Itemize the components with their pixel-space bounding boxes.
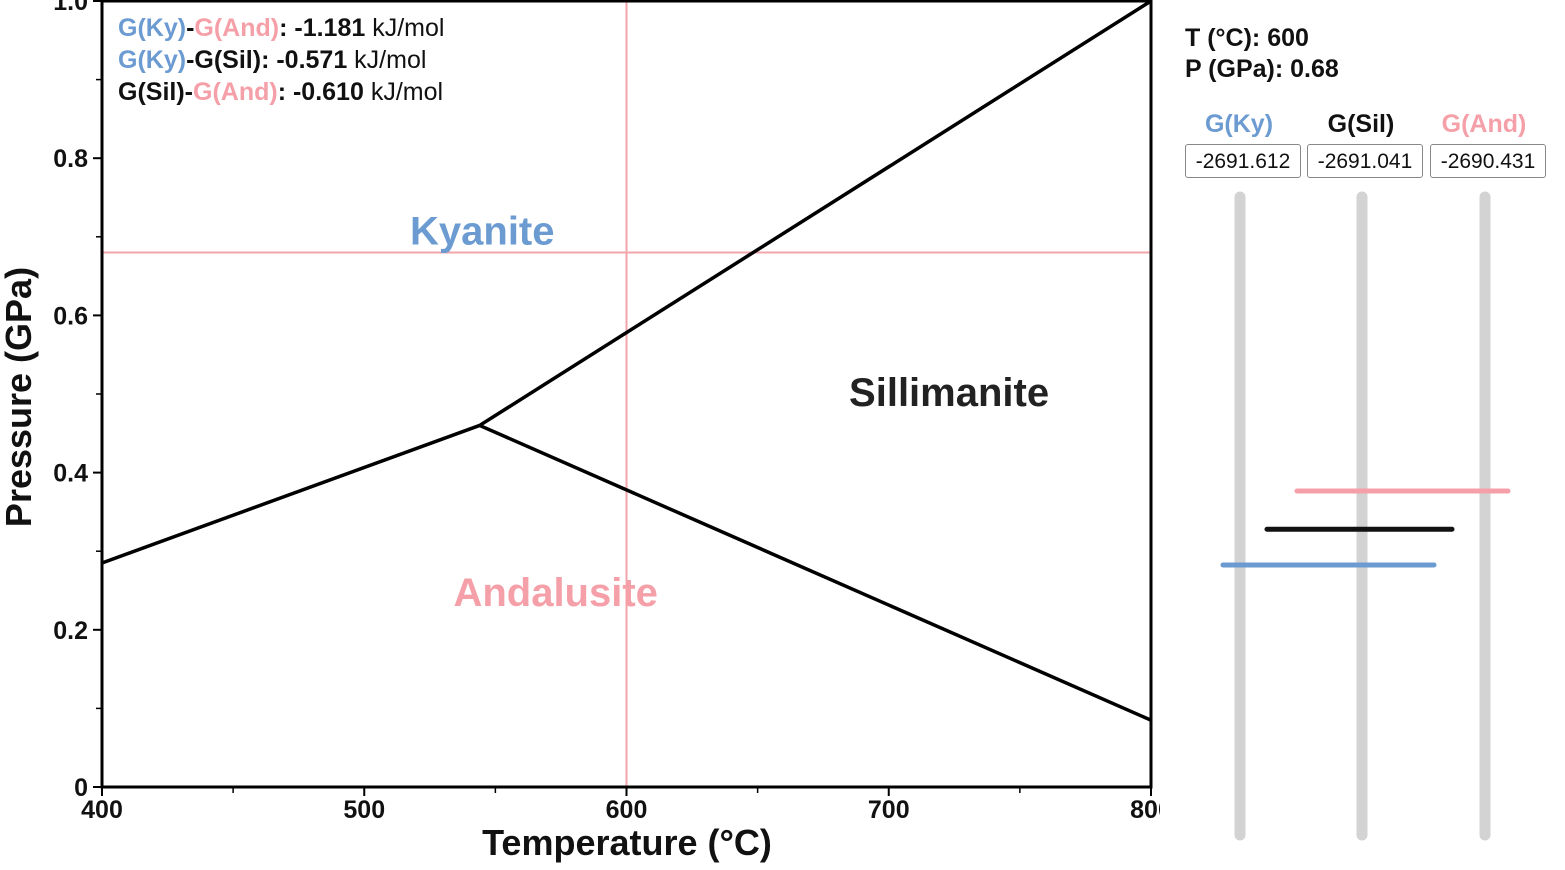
kyanite-sillimanite-boundary xyxy=(478,0,1152,427)
y-tick-label: 0 xyxy=(74,774,88,802)
phase-label-kyanite: Kyanite xyxy=(410,210,555,254)
gibbs-label-andalusite: G(And) xyxy=(1441,110,1527,138)
energy-difference-line: G(Ky)-G(And): -1.181 kJ/mol xyxy=(118,14,444,42)
energy-differences: G(Ky)-G(And): -1.181 kJ/mol G(Ky)-G(Sil):… xyxy=(118,14,444,106)
energy-difference-line: G(Ky)-G(Sil): -0.571 kJ/mol xyxy=(118,46,426,74)
kyanite-andalusite-boundary xyxy=(101,423,481,565)
andalusite-sillimanite-boundary xyxy=(478,423,1152,722)
y-tick-label: 1.0 xyxy=(53,0,88,16)
axis-ticks: 400 500 600 700 800 0 0.2 0.4 0.6 0.8 1.0 xyxy=(53,0,1160,824)
y-tick-label: 0.6 xyxy=(53,302,88,330)
x-tick-label: 400 xyxy=(81,796,123,824)
gibbs-value-andalusite: -2690.431 xyxy=(1430,144,1546,178)
gibbs-value-sillimanite: -2691.041 xyxy=(1307,144,1423,178)
phase-labels: Kyanite Sillimanite Andalusite xyxy=(410,210,1049,616)
temperature-readout: T (°C): 600 xyxy=(1185,24,1309,52)
energy-difference-line: G(Sil)-G(And): -0.610 kJ/mol xyxy=(118,78,443,106)
gibbs-label-sillimanite: G(Sil) xyxy=(1327,110,1395,138)
plot-frame xyxy=(100,0,1153,789)
phase-boundaries xyxy=(101,0,1152,722)
gibbs-value-kyanite: -2691.612 xyxy=(1185,144,1301,178)
phase-label-sillimanite: Sillimanite xyxy=(849,371,1049,415)
phase-label-andalusite: Andalusite xyxy=(453,571,657,615)
x-tick-label: 800 xyxy=(1130,796,1160,824)
pressure-readout: P (GPa): 0.68 xyxy=(1185,55,1339,83)
gibbs-panel: T (°C): 600 P (GPa): 0.68 G(Ky) G(Sil) G… xyxy=(1160,0,1565,870)
y-tick-label: 0.4 xyxy=(53,460,88,488)
x-axis-label: Temperature (°C) xyxy=(482,822,772,863)
x-tick-label: 700 xyxy=(868,796,910,824)
gibbs-label-kyanite: G(Ky) xyxy=(1204,110,1274,138)
y-axis-label: Pressure (GPa) xyxy=(0,267,39,527)
crosshair xyxy=(102,1,1151,787)
x-tick-label: 600 xyxy=(606,796,648,824)
y-tick-label: 0.2 xyxy=(53,617,88,645)
y-tick-label: 0.8 xyxy=(53,145,88,173)
x-tick-label: 500 xyxy=(343,796,385,824)
phase-diagram[interactable]: 400 500 600 700 800 0 0.2 0.4 0.6 0.8 1.0 Kyanite S… xyxy=(0,0,1160,870)
energy-bars xyxy=(1220,191,1511,841)
